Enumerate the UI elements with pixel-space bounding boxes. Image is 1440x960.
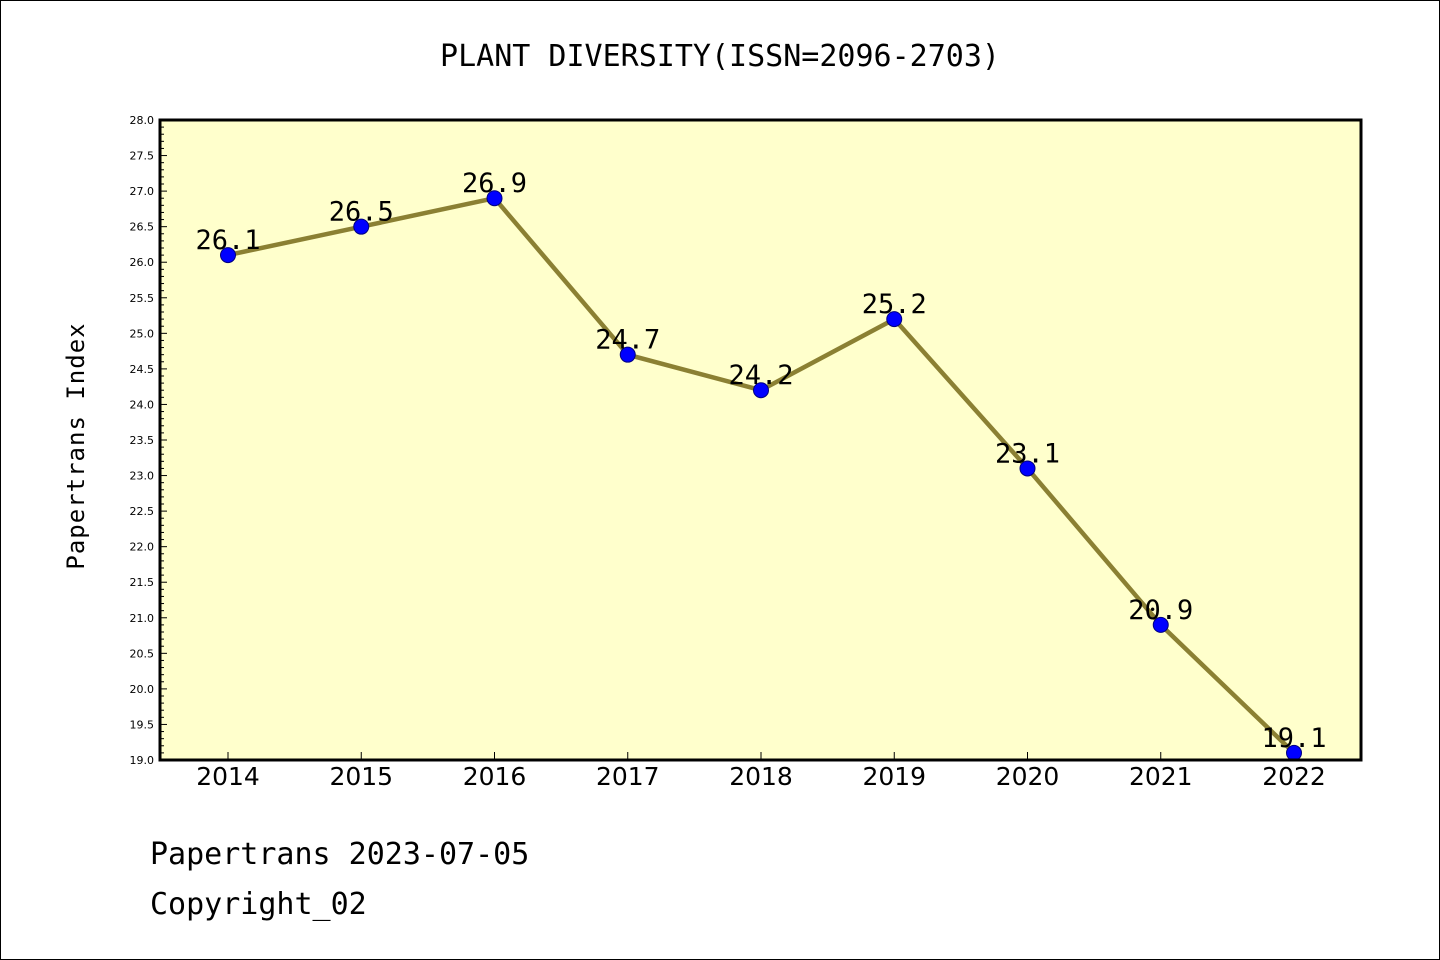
data-label: 24.2 (728, 360, 793, 391)
data-labels-layer: 26.1 26.5 26.9 24.7 24.2 25.2 23.1 20.9 19.1 (195, 168, 1326, 754)
x-tick-label: 2015 (329, 762, 393, 791)
data-point (353, 218, 370, 235)
y-axis-ticks: 19.0 19.5 20.0 20.5 21.0 21.5 22.0 22.5 23.0 23.5… (130, 114, 167, 767)
data-point (1019, 460, 1036, 477)
y-tick-label: 25.0 (130, 327, 155, 340)
data-label: 23.1 (995, 438, 1060, 469)
data-label: 24.7 (595, 325, 660, 356)
y-tick-label: 28.0 (130, 114, 155, 127)
y-tick-label: 19.5 (130, 718, 155, 731)
x-tick-label: 2014 (196, 762, 260, 791)
data-label: 26.5 (329, 197, 394, 228)
y-tick-label: 27.0 (130, 185, 155, 198)
y-axis-label: Papertrans Index (62, 322, 90, 569)
y-tick-label: 27.5 (130, 150, 155, 163)
footer-date: Papertrans 2023-07-05 (150, 837, 529, 872)
y-tick-label: 24.5 (130, 363, 155, 376)
x-tick-label: 2017 (596, 762, 660, 791)
data-label: 19.1 (1261, 723, 1326, 754)
data-point (1152, 616, 1169, 633)
y-tick-label: 23.0 (130, 470, 155, 483)
y-tick-label: 22.0 (130, 541, 155, 554)
data-label: 25.2 (862, 289, 927, 320)
data-label: 20.9 (1128, 595, 1193, 626)
y-tick-label: 26.0 (130, 256, 155, 269)
y-tick-label: 26.5 (130, 221, 155, 234)
x-axis-ticks: 2014 2015 2016 2017 2018 2019 2020 2021 2022 (196, 752, 1326, 791)
data-point (619, 346, 636, 363)
data-label: 26.1 (195, 225, 260, 256)
data-point (886, 311, 903, 328)
data-point (220, 247, 236, 264)
y-tick-label: 25.5 (130, 292, 155, 305)
x-tick-label: 2020 (996, 762, 1060, 791)
y-tick-label: 20.0 (130, 683, 155, 696)
footer-copyright: Copyright_02 (150, 887, 367, 922)
y-tick-label: 24.0 (130, 398, 155, 411)
y-tick-label: 21.5 (130, 576, 155, 589)
y-tick-label: 21.0 (130, 612, 155, 625)
data-point (753, 382, 769, 399)
x-tick-label: 2021 (1129, 762, 1193, 791)
y-tick-label: 22.5 (130, 505, 155, 518)
y-tick-label: 23.5 (130, 434, 155, 447)
series-layer (220, 190, 1302, 761)
x-tick-label: 2016 (463, 762, 527, 791)
data-point (486, 190, 503, 207)
chart-title: PLANT DIVERSITY(ISSN=2096-2703) (440, 39, 1000, 74)
plot-frame (158, 118, 1363, 762)
x-tick-label: 2018 (729, 762, 793, 791)
x-tick-label: 2019 (862, 762, 926, 791)
data-label: 26.9 (462, 168, 527, 199)
x-tick-label: 2022 (1262, 762, 1326, 791)
y-tick-label: 19.0 (130, 754, 155, 767)
y-tick-label: 20.5 (130, 647, 155, 660)
